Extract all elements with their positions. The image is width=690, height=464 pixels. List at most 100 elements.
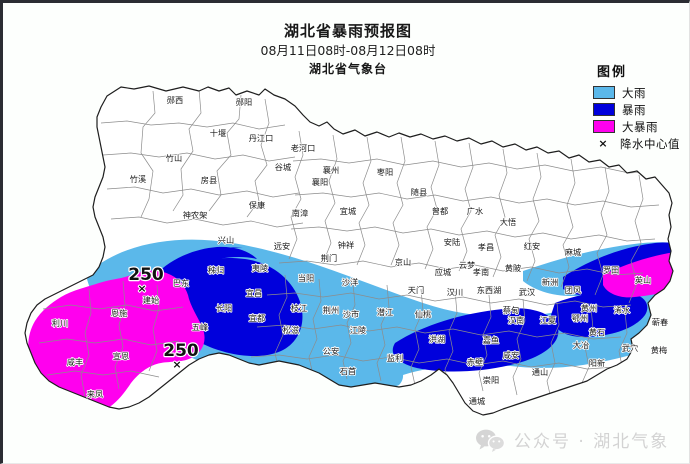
- precip-center-marker-icon: ×: [172, 358, 181, 371]
- legend-swatch-severe-rainstorm: [593, 120, 615, 133]
- city-label: 团风: [565, 285, 581, 295]
- city-label: 洪湖: [429, 334, 445, 344]
- city-label: 仙桃: [415, 309, 431, 319]
- city-label: 利川: [52, 318, 68, 328]
- city-label: 江陵: [350, 325, 366, 335]
- city-label: 谷城: [275, 162, 291, 172]
- city-label: 巴东: [173, 278, 189, 288]
- legend-label-rainstorm: 暴雨: [622, 102, 646, 117]
- precip-center-group: 250×250×: [127, 264, 200, 372]
- legend-swatch-heavy-rain: [593, 86, 615, 99]
- city-label: 黄石: [589, 327, 605, 337]
- city-label: 赤壁: [467, 357, 483, 367]
- province-border: [24, 85, 674, 416]
- city-label: 丹江口: [249, 133, 274, 143]
- city-label: 宜城: [340, 206, 356, 216]
- legend-label-heavy-rain: 大雨: [622, 85, 646, 100]
- city-label: 东西湖: [477, 285, 502, 295]
- city-label: 远安: [274, 241, 290, 251]
- city-label: 公安: [323, 346, 339, 356]
- city-label: 来凤: [87, 389, 103, 399]
- city-label: 当阳: [298, 273, 314, 283]
- city-label: 武穴: [622, 343, 638, 353]
- city-label: 蔡甸: [503, 305, 519, 315]
- city-label: 老河口: [291, 143, 316, 153]
- city-label: 京山: [395, 257, 411, 267]
- city-label: 通城: [469, 396, 485, 406]
- legend-item-heavy-rain: 大雨: [593, 85, 689, 100]
- precip-center-marker-icon: ×: [137, 282, 146, 295]
- city-label: 咸安: [503, 350, 519, 360]
- city-label: 钟祥: [338, 240, 354, 250]
- city-label: 襄阳: [312, 177, 328, 187]
- city-label: 神农架: [183, 210, 208, 220]
- city-label: 嘉鱼: [483, 335, 499, 345]
- city-label: 夷陵: [252, 263, 268, 273]
- city-label: 郧阳: [236, 97, 252, 107]
- city-label: 十堰: [210, 128, 226, 138]
- city-label: 竹山: [166, 153, 182, 163]
- city-label: 新洲: [542, 277, 558, 287]
- city-label: 阳新: [589, 358, 605, 368]
- city-label: 大悟: [500, 217, 516, 227]
- city-label: 石首: [340, 366, 356, 376]
- legend-item-precip-center: × 降水中心值: [593, 136, 689, 151]
- city-label: 宜都: [249, 313, 265, 323]
- watermark: 公众号 · 湖北气象: [475, 427, 669, 452]
- city-label: 南漳: [292, 208, 308, 218]
- city-label: 孝昌: [478, 242, 494, 252]
- city-label: 黄州: [581, 303, 597, 313]
- watermark-text: 公众号 · 湖北气象: [514, 432, 670, 452]
- city-label: 应城: [435, 267, 451, 277]
- legend-item-rainstorm: 暴雨: [593, 102, 689, 117]
- legend-title: 图例: [597, 65, 628, 80]
- city-label: 孝南: [473, 267, 489, 277]
- city-label: 鄂州: [572, 313, 588, 323]
- precip-center-value: 250: [163, 341, 199, 361]
- city-label: 郧西: [167, 95, 183, 105]
- city-label: 沙市: [343, 309, 359, 319]
- city-label: 通山: [532, 367, 548, 377]
- city-label: 黄陂: [505, 263, 521, 273]
- city-label: 宣恩: [113, 351, 129, 361]
- county-borders: [38, 88, 660, 400]
- city-label: 秭归: [208, 265, 224, 275]
- city-label: 黄梅: [651, 345, 667, 355]
- precip-center-value: 250: [128, 265, 164, 285]
- city-label: 崇阳: [483, 375, 499, 385]
- x-marker-icon: ×: [598, 137, 608, 150]
- city-label: 潜江: [377, 307, 393, 317]
- wechat-icon: [475, 428, 506, 452]
- precipitation-bands: [28, 239, 673, 414]
- city-label: 松滋: [283, 325, 299, 335]
- city-label: 随县: [411, 187, 427, 197]
- city-label: 沙洋: [342, 277, 358, 287]
- legend-label-precip-center: 降水中心值: [620, 136, 680, 151]
- city-label: 五峰: [192, 322, 208, 332]
- city-label: 英山: [635, 275, 651, 285]
- city-label: 罗田: [603, 265, 619, 275]
- city-label: 荆门: [321, 253, 337, 263]
- city-label: 襄州: [323, 165, 339, 175]
- city-label: 监利: [387, 353, 403, 363]
- city-label: 咸丰: [67, 357, 83, 367]
- city-label: 宜昌: [246, 288, 262, 298]
- city-label: 云梦: [459, 260, 475, 270]
- city-label: 汉川: [447, 287, 463, 297]
- city-label: 枣阳: [377, 167, 393, 177]
- city-label: 荆州: [323, 305, 339, 315]
- city-label: 房县: [201, 175, 217, 185]
- city-label: 曾都: [432, 206, 448, 216]
- city-label: 江夏: [540, 315, 556, 325]
- hubei-precipitation-map: 郧西 郧阳 十堰 丹江口 老河口 竹山 竹溪 房县 谷城 襄州 襄阳 枣阳 随县 曾都 广水 保康 南漳 神农架兴…: [3, 3, 689, 463]
- legend-label-severe-rainstorm: 大暴雨: [622, 119, 658, 134]
- city-label: 天门: [408, 285, 424, 295]
- city-label: 汉南: [508, 315, 524, 325]
- city-label: 安陆: [444, 237, 460, 247]
- city-label: 建始: [143, 295, 159, 305]
- legend-panel: 图例 大雨 暴雨 大暴雨 × 降水中心值: [589, 61, 689, 153]
- city-label: 麻城: [565, 247, 581, 257]
- city-label: 兴山: [218, 235, 234, 245]
- city-label: 广水: [467, 206, 483, 216]
